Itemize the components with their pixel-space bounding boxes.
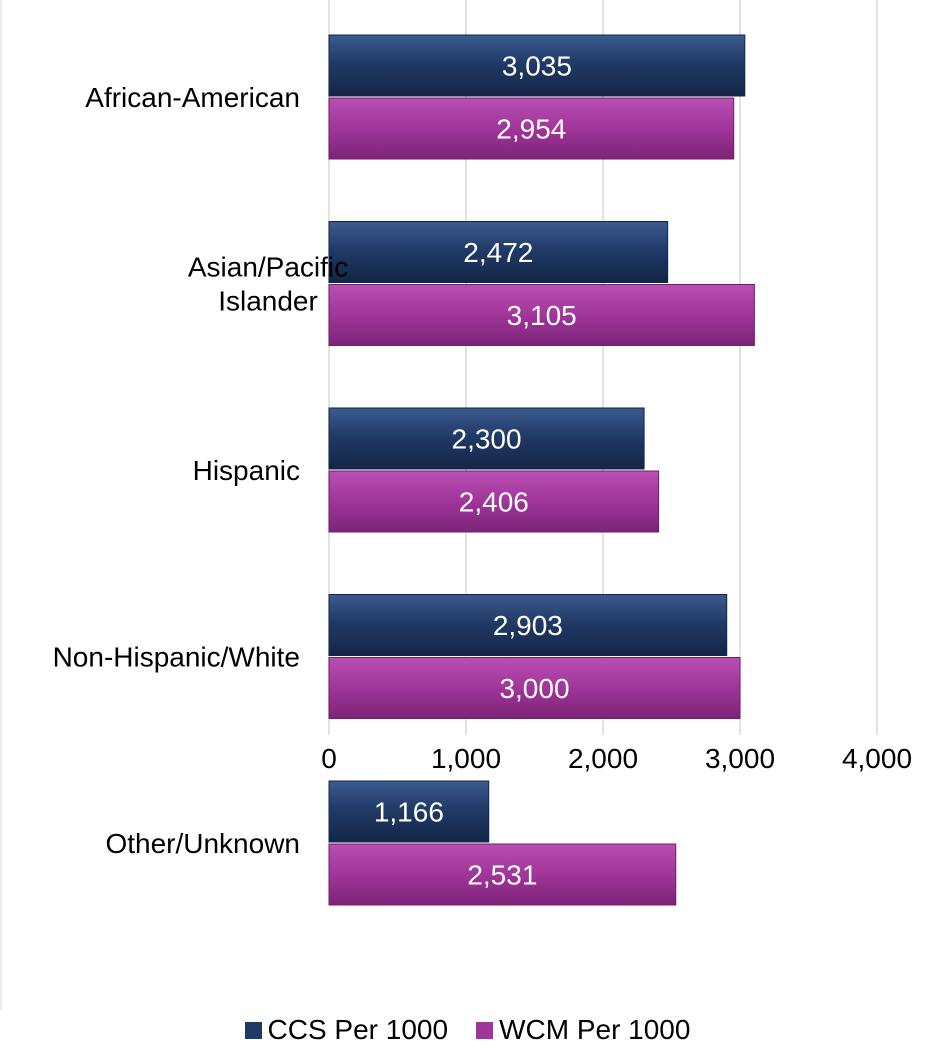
bar-ccs: [328, 407, 645, 470]
category-label: Asian/Pacific Islander: [188, 252, 348, 317]
bar-wcm: [328, 843, 677, 906]
legend-item-wcm: WCM Per 1000: [476, 1014, 690, 1046]
bars: [328, 34, 755, 906]
x-axis-ticks: 0 1,000 2,000 3,000 4,000: [321, 743, 912, 774]
legend-label-ccs: CCS Per 1000: [267, 1014, 449, 1045]
data-label-wcm: 2,954: [496, 114, 566, 145]
bar-chart: 3,035 2,954 2,472 3,105 2,300 2,406 2,903 3,000…: [0, 0, 912, 1010]
legend: CCS Per 1000 WCM Per 1000: [0, 1010, 935, 1050]
data-labels: 3,035 2,954 2,472 3,105 2,300 2,406 2,903 3,000…: [374, 51, 577, 891]
data-label-wcm: 3,105: [507, 300, 577, 331]
legend-swatch-wcm: [476, 1021, 494, 1039]
bar-wcm: [328, 657, 741, 719]
legend-swatch-ccs: [244, 1021, 262, 1039]
data-label-ccs: 2,472: [463, 237, 533, 268]
category-label: Other/Unknown: [105, 828, 300, 859]
data-label-wcm: 2,531: [467, 860, 537, 891]
x-tick-label: 0: [321, 743, 337, 774]
data-label-ccs: 2,300: [452, 424, 522, 455]
bar-wcm: [328, 97, 735, 160]
data-label-ccs: 3,035: [502, 51, 572, 82]
data-label-wcm: 3,000: [499, 673, 569, 704]
bar-wcm: [328, 470, 660, 533]
legend-label-wcm: WCM Per 1000: [499, 1014, 691, 1045]
data-label-ccs: 1,166: [374, 797, 444, 828]
category-labels: African-American Asian/Pacific Islander His…: [53, 82, 349, 859]
legend-item-ccs: CCS Per 1000: [244, 1014, 449, 1046]
bar-ccs: [328, 594, 728, 656]
data-label-wcm: 2,406: [459, 487, 529, 518]
bar-wcm: [328, 284, 755, 346]
x-tick-label: 4,000: [842, 743, 912, 774]
data-label-ccs: 2,903: [493, 610, 563, 641]
x-tick-label: 3,000: [705, 743, 775, 774]
category-label: Non-Hispanic/White: [53, 642, 300, 673]
x-tick-label: 2,000: [568, 743, 638, 774]
category-label: Hispanic: [193, 455, 300, 486]
bar-ccs: [328, 34, 746, 97]
bar-ccs: [328, 221, 669, 283]
category-label: African-American: [85, 82, 300, 113]
x-tick-label: 1,000: [431, 743, 501, 774]
bar-ccs: [328, 780, 490, 843]
